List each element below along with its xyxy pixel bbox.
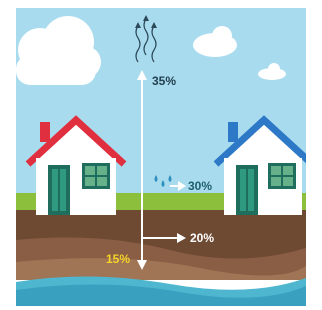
border — [306, 0, 322, 310]
evaporation-label: 35% — [152, 74, 176, 88]
deep-infiltration-label: 15% — [106, 252, 130, 266]
infographic: 35% 30% 20% 15% — [0, 0, 322, 310]
shallow-infiltration-label: 20% — [190, 231, 214, 245]
runoff-label: 30% — [188, 179, 212, 193]
